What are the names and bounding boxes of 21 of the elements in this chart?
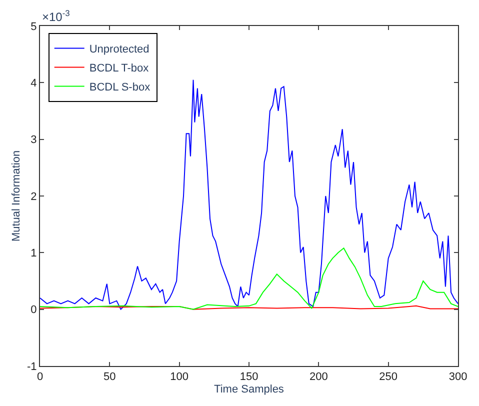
x-tick-label: 200 — [309, 371, 328, 384]
x-tick-label: 250 — [379, 371, 398, 384]
y-tick-label: 4 — [30, 78, 37, 90]
legend-label: BCDL T-box — [89, 62, 150, 75]
x-tick-label: 100 — [170, 371, 189, 384]
y-tick-label: 2 — [30, 190, 37, 203]
x-tick-label: 50 — [104, 371, 116, 384]
y-tick-label: 3 — [30, 134, 37, 146]
x-axis-title: Time Samples — [214, 383, 284, 396]
y-axis-title: Mutual Information — [10, 150, 23, 242]
text: ×10$^{-3}$ — [42, 8, 70, 24]
legend-label: Unprotected — [89, 44, 150, 56]
y-tick-label: 5 — [30, 20, 37, 33]
legend-label: BCDL S-box — [89, 82, 151, 94]
line-series — [40, 248, 458, 310]
y-tick-label: 1 — [30, 248, 37, 260]
line-series — [40, 79, 458, 310]
y-tick-label: -1 — [27, 360, 37, 373]
x-tick-label: 300 — [448, 371, 468, 384]
x-tick-label: 150 — [240, 371, 258, 384]
y-tick-label: 0 — [30, 304, 37, 316]
